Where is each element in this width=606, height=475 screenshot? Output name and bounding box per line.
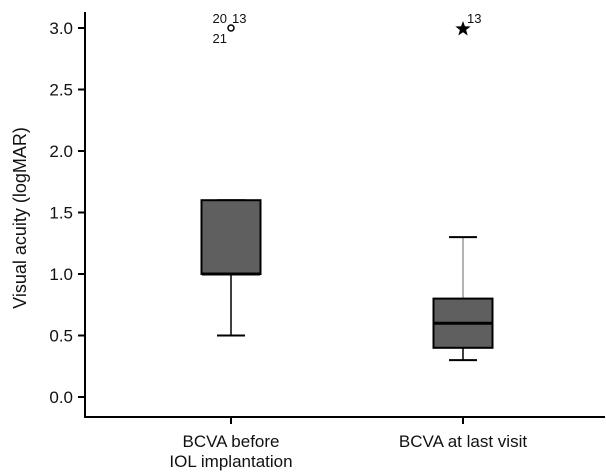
boxes: 20 13 21 13: [200, 11, 494, 362]
y-tick-label: 0.5: [49, 327, 73, 346]
box-group: 13: [432, 11, 494, 362]
x-category-label: BCVA before: [182, 432, 279, 451]
y-tick-label: 3.0: [49, 19, 73, 38]
y-tick-label: 1.5: [49, 204, 73, 223]
outlier-label: 20: [213, 11, 227, 26]
y-axis-title: Visual acuity (logMAR): [10, 127, 30, 309]
x-category-label: IOL implantation: [169, 452, 292, 471]
y-ticks: 0.0 0.5 1.0 1.5 2.0 2.5 3.0: [49, 19, 464, 424]
outlier-star: [455, 21, 471, 36]
outlier-circle: [227, 24, 235, 32]
box-group: 20 13 21: [200, 11, 262, 337]
y-tick-label: 2.0: [49, 142, 73, 161]
x-category-label: BCVA at last visit: [399, 432, 527, 451]
y-tick-label: 0.0: [49, 388, 73, 407]
outlier-label: 13: [232, 11, 246, 26]
outlier-label: 21: [213, 31, 227, 46]
outlier-label: 13: [467, 11, 481, 26]
box: [200, 199, 262, 275]
y-tick-label: 2.5: [49, 81, 73, 100]
axes: [84, 12, 605, 418]
y-tick-label: 1.0: [49, 265, 73, 284]
